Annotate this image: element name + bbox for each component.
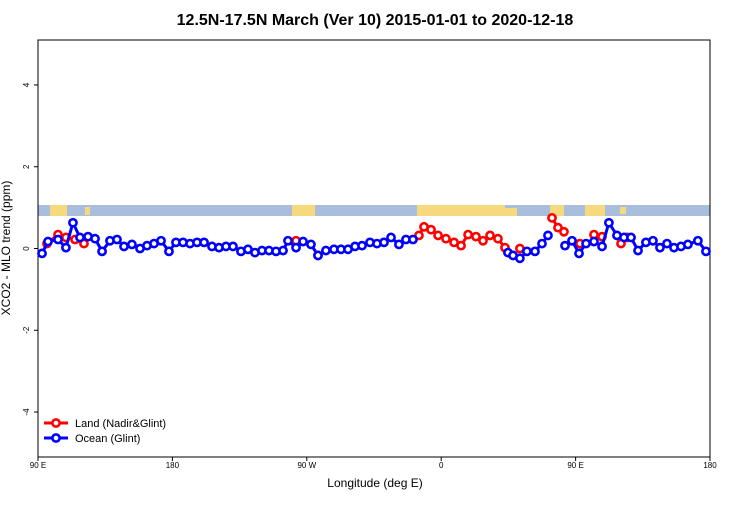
- land-patch: [505, 208, 517, 216]
- point: [485, 230, 495, 241]
- point: [313, 250, 323, 261]
- y-tick-label: 0: [22, 246, 31, 251]
- point: [75, 232, 85, 243]
- point: [662, 238, 672, 249]
- point: [90, 233, 100, 244]
- x-tick-label: 0: [439, 461, 444, 470]
- point: [559, 226, 569, 237]
- ocean-strip: [38, 205, 710, 216]
- land-patch: [620, 207, 626, 214]
- land-patch: [50, 205, 67, 216]
- point: [648, 235, 658, 246]
- point: [426, 224, 436, 235]
- point: [522, 246, 532, 257]
- point: [97, 246, 107, 257]
- point: [357, 240, 367, 251]
- point: [701, 246, 711, 257]
- legend-label: Land (Nadir&Glint): [75, 418, 166, 430]
- point: [463, 229, 473, 240]
- y-tick-label: 4: [22, 82, 31, 87]
- point: [543, 230, 553, 241]
- map-strip: [38, 205, 710, 216]
- point: [693, 235, 703, 246]
- point: [633, 245, 643, 256]
- y-tick-label: -4: [22, 408, 31, 416]
- x-axis-label: Longitude (deg E): [327, 476, 422, 490]
- x-tick-label: 90 W: [297, 461, 316, 470]
- y-axis-label: XCO2 - MLO trend (ppm): [0, 181, 13, 316]
- land-patch: [292, 205, 315, 216]
- point: [43, 236, 53, 247]
- point: [560, 240, 570, 251]
- land-patch: [585, 205, 605, 216]
- point: [164, 246, 174, 257]
- point: [478, 235, 488, 246]
- point: [321, 245, 331, 256]
- point: [547, 212, 557, 223]
- point: [604, 217, 614, 228]
- point: [408, 234, 418, 245]
- y-tick-label: -2: [22, 326, 31, 334]
- land-patch: [550, 205, 564, 216]
- point: [626, 232, 636, 243]
- point: [530, 246, 540, 257]
- x-tick-label: 90 E: [567, 461, 583, 470]
- point: [655, 242, 665, 253]
- point: [61, 242, 71, 253]
- legend-marker: [51, 433, 61, 443]
- point: [156, 235, 166, 246]
- chart-title: 12.5N-17.5N March (Ver 10) 2015-01-01 to…: [177, 12, 574, 29]
- point: [379, 237, 389, 248]
- x-tick-label: 180: [166, 461, 180, 470]
- series: [37, 217, 711, 264]
- point: [471, 231, 481, 242]
- point: [53, 234, 63, 245]
- point: [441, 233, 451, 244]
- point: [283, 235, 293, 246]
- point: [37, 248, 47, 259]
- legend: Land (Nadir&Glint) Ocean (Glint): [44, 418, 166, 445]
- point: [514, 253, 525, 264]
- legend-marker: [51, 418, 61, 428]
- point: [581, 238, 591, 249]
- point: [493, 233, 503, 244]
- point: [597, 241, 607, 252]
- legend-label: Ocean (Glint): [75, 433, 140, 445]
- point: [298, 236, 308, 247]
- point: [199, 237, 209, 248]
- point: [574, 248, 584, 259]
- point: [291, 242, 301, 253]
- point: [537, 238, 547, 249]
- x-tick-label: 90 E: [30, 461, 46, 470]
- point: [567, 235, 577, 246]
- point: [386, 232, 396, 243]
- point: [112, 234, 122, 245]
- point: [306, 239, 316, 250]
- y-tick-label: 2: [22, 164, 31, 169]
- point: [682, 239, 693, 250]
- point: [278, 245, 288, 256]
- point: [68, 217, 78, 228]
- x-tick-label: 180: [703, 461, 717, 470]
- point: [127, 239, 137, 250]
- point: [456, 240, 466, 251]
- point: [394, 239, 404, 250]
- land-patch: [85, 207, 90, 215]
- point: [119, 241, 129, 252]
- point: [589, 236, 599, 247]
- land-patch: [417, 205, 505, 216]
- point: [433, 230, 443, 241]
- point: [228, 241, 238, 252]
